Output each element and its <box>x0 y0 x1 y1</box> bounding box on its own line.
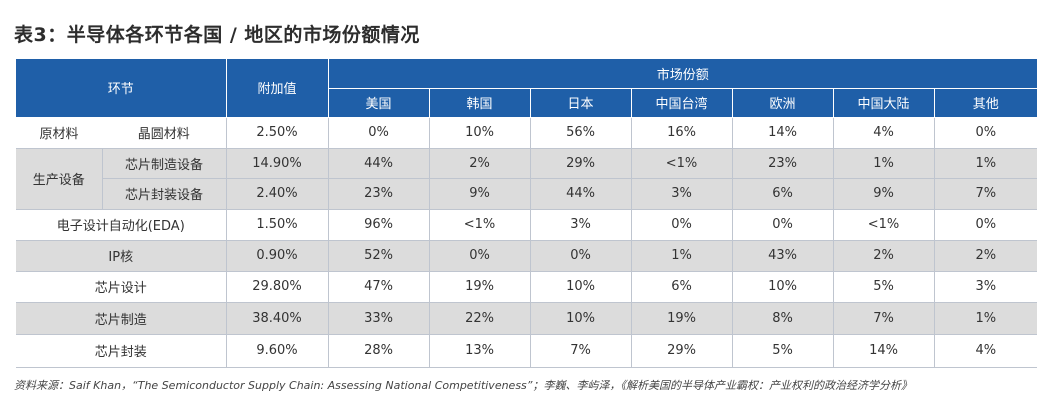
value-added-cell: 29.80% <box>225 271 329 303</box>
row-label: 芯片封装 <box>16 334 227 369</box>
share-cell: 0% <box>630 209 733 241</box>
table-title: 表3：半导体各环节各国 / 地区的市场份额情况 <box>14 24 420 46</box>
share-cell: 96% <box>327 209 430 241</box>
table-row: 芯片封装设备 2.40% 23% 9% 44% 3% 6% 9% 7% <box>16 178 1038 210</box>
share-cell: 6% <box>630 271 733 303</box>
share-cell: 1% <box>933 302 1038 335</box>
header-region: 美国 <box>328 88 430 118</box>
share-cell: 52% <box>327 240 430 272</box>
share-cell: 14% <box>832 334 935 369</box>
share-cell: 44% <box>327 148 430 179</box>
market-share-table: 环节 附加值 市场份额 美国 韩国 日本 中国台湾 欧洲 中国大陆 其他 原材料… <box>16 59 1038 369</box>
share-cell: 19% <box>428 271 531 303</box>
header-region: 日本 <box>530 88 632 118</box>
source-note: 资料来源：Saif Khan，“The Semiconductor Supply… <box>14 379 912 392</box>
value-added-cell: 2.40% <box>225 178 329 210</box>
share-cell: 3% <box>630 178 733 210</box>
share-cell: 28% <box>327 334 430 369</box>
share-cell: 29% <box>529 148 632 179</box>
header-region: 中国大陆 <box>833 88 935 118</box>
share-cell: 2% <box>832 240 935 272</box>
row-group-label: 原材料 <box>16 117 102 149</box>
row-sub-label: 晶圆材料 <box>102 117 227 149</box>
share-cell: 3% <box>529 209 632 241</box>
value-added-cell: 0.90% <box>225 240 329 272</box>
header-market-share: 市场份额 <box>328 59 1038 89</box>
share-cell: <1% <box>428 209 531 241</box>
value-added-cell: 2.50% <box>225 117 329 149</box>
share-cell: 0% <box>933 117 1038 149</box>
row-label: 芯片设计 <box>16 271 227 303</box>
share-cell: 5% <box>731 334 834 369</box>
share-cell: 5% <box>832 271 935 303</box>
share-cell: 4% <box>933 334 1038 369</box>
share-cell: 9% <box>428 178 531 210</box>
header-segment: 环节 <box>16 59 227 118</box>
table-row: IP核 0.90% 52% 0% 0% 1% 43% 2% 2% <box>16 240 1038 272</box>
share-cell: 0% <box>731 209 834 241</box>
table-row: 生产设备 芯片制造设备 14.90% 44% 2% 29% <1% 23% 1%… <box>16 148 1038 210</box>
header-region: 韩国 <box>429 88 531 118</box>
share-cell: 13% <box>428 334 531 369</box>
table-row: 原材料 晶圆材料 2.50% 0% 10% 56% 16% 14% 4% 0% <box>16 117 1038 149</box>
header-value-added: 附加值 <box>226 59 329 118</box>
share-cell: 33% <box>327 302 430 335</box>
share-cell: 1% <box>630 240 733 272</box>
share-cell: 44% <box>529 178 632 210</box>
share-cell: 2% <box>933 240 1038 272</box>
header-region: 欧洲 <box>732 88 834 118</box>
share-cell: 10% <box>428 117 531 149</box>
share-cell: 14% <box>731 117 834 149</box>
row-sub-label: 芯片封装设备 <box>101 178 227 210</box>
share-cell: 23% <box>327 178 430 210</box>
share-cell: 3% <box>933 271 1038 303</box>
row-label: 芯片制造 <box>16 302 227 335</box>
value-added-cell: 1.50% <box>225 209 329 241</box>
table-row: 芯片封装 9.60% 28% 13% 7% 29% 5% 14% 4% <box>16 334 1038 369</box>
share-cell: 10% <box>731 271 834 303</box>
share-cell: 7% <box>933 178 1038 210</box>
share-cell: 22% <box>428 302 531 335</box>
share-cell: 2% <box>428 148 531 179</box>
share-cell: 4% <box>832 117 935 149</box>
share-cell: 8% <box>731 302 834 335</box>
share-cell: 10% <box>529 302 632 335</box>
row-sub-label: 芯片制造设备 <box>101 148 227 179</box>
share-cell: <1% <box>832 209 935 241</box>
share-cell: 47% <box>327 271 430 303</box>
table-row: 电子设计自动化(EDA) 1.50% 96% <1% 3% 0% 0% <1% … <box>16 209 1038 241</box>
share-cell: 0% <box>933 209 1038 241</box>
share-cell: 1% <box>933 148 1038 179</box>
share-cell: 23% <box>731 148 834 179</box>
share-cell: <1% <box>630 148 733 179</box>
share-cell: 0% <box>428 240 531 272</box>
share-cell: 0% <box>529 240 632 272</box>
value-added-cell: 9.60% <box>225 334 329 369</box>
row-label: 电子设计自动化(EDA) <box>16 209 227 241</box>
share-cell: 7% <box>832 302 935 335</box>
share-cell: 7% <box>529 334 632 369</box>
table-row: 芯片制造 38.40% 33% 22% 10% 19% 8% 7% 1% <box>16 302 1038 335</box>
value-added-cell: 38.40% <box>225 302 329 335</box>
share-cell: 9% <box>832 178 935 210</box>
share-cell: 16% <box>630 117 733 149</box>
share-cell: 0% <box>327 117 430 149</box>
share-cell: 10% <box>529 271 632 303</box>
share-cell: 43% <box>731 240 834 272</box>
row-group-label: 生产设备 <box>16 148 102 210</box>
share-cell: 19% <box>630 302 733 335</box>
share-cell: 56% <box>529 117 632 149</box>
header-region: 中国台湾 <box>631 88 733 118</box>
value-added-cell: 14.90% <box>225 148 329 179</box>
header-region: 其他 <box>934 88 1038 118</box>
share-cell: 6% <box>731 178 834 210</box>
table-row: 芯片设计 29.80% 47% 19% 10% 6% 10% 5% 3% <box>16 271 1038 303</box>
share-cell: 29% <box>630 334 733 369</box>
share-cell: 1% <box>832 148 935 179</box>
row-label: IP核 <box>16 240 227 272</box>
